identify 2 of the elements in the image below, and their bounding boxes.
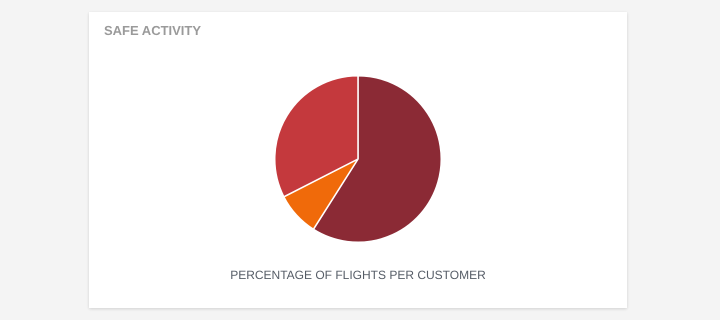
text: SAFE ACTIVITY [104,23,202,38]
text: PERCENTAGE OF FLIGHTS PER CUSTOMER [229,268,487,282]
